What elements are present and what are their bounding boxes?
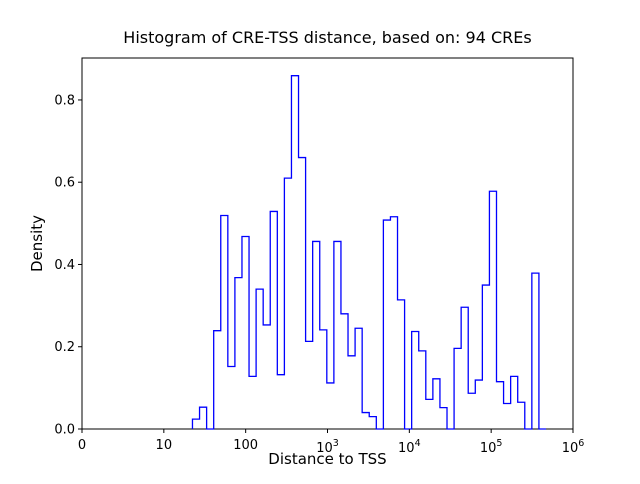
- x-tick-label: 105: [480, 438, 503, 456]
- plot-area-spines: [81, 57, 574, 430]
- x-tick-label: 0: [78, 438, 86, 453]
- x-tick-label: 104: [398, 438, 421, 456]
- x-tick-label: 106: [562, 438, 585, 456]
- x-tick-label: 10: [156, 438, 173, 453]
- y-axis-label: Density: [28, 215, 46, 272]
- x-tick-label: 100: [233, 438, 258, 453]
- x-axis-label: Distance to TSS: [268, 450, 386, 468]
- x-tick-label: 103: [316, 438, 339, 456]
- y-tick-label: 0.8: [54, 93, 75, 108]
- y-tick-label: 0.0: [54, 423, 75, 438]
- y-axis-ticks: 0.0 0.2 0.4 0.6 0.8: [54, 93, 82, 438]
- y-tick-label: 0.2: [54, 340, 75, 355]
- x-axis-ticks: 0 10 100 103 104 105 106: [78, 429, 584, 456]
- y-tick-label: 0.6: [54, 176, 75, 191]
- y-tick-label: 0.4: [54, 258, 75, 273]
- chart-title: Histogram of CRE-TSS distance, based on:…: [123, 28, 531, 47]
- histogram-step-line: [191, 75, 546, 430]
